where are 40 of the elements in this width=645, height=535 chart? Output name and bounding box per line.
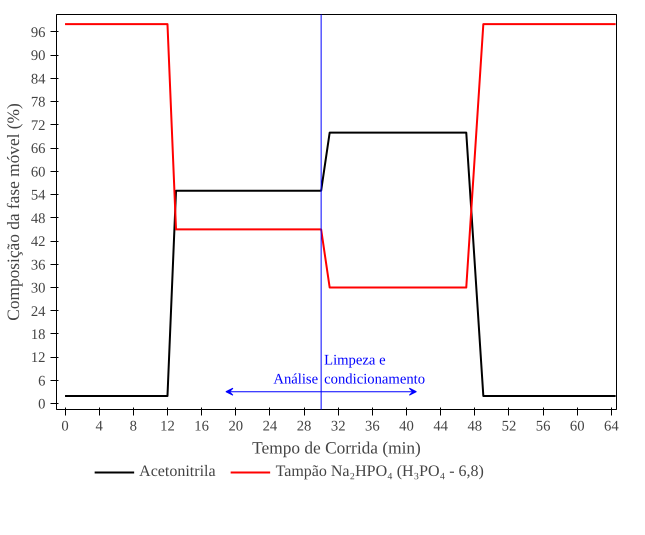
x-tick-label: 20 <box>228 418 244 434</box>
y-tick-label: 96 <box>30 24 46 41</box>
y-tick-label: 66 <box>30 141 46 158</box>
x-tick-label: 48 <box>467 418 482 434</box>
x-tick-label: 12 <box>160 418 175 434</box>
y-tick-label: 90 <box>30 48 46 64</box>
y-tick-label: 18 <box>30 326 46 343</box>
y-tick-label: 30 <box>30 280 46 297</box>
y-axis-title: Composição da fase móvel (%) <box>4 103 23 321</box>
x-tick-label: 4 <box>96 418 104 434</box>
x-tick-label: 28 <box>296 418 312 434</box>
y-tick-label: 54 <box>30 188 46 204</box>
x-tick-label: 0 <box>61 418 69 434</box>
x-tick-label: 44 <box>433 418 449 434</box>
x-tick-label: 52 <box>502 418 516 434</box>
x-tick-label: 64 <box>604 418 620 434</box>
y-tick-label: 12 <box>30 350 46 366</box>
y-tick-label: 48 <box>30 210 46 227</box>
x-axis-title: Tempo de Corrida (min) <box>252 438 422 458</box>
y-tick-label: 72 <box>30 118 46 134</box>
x-tick-label: 60 <box>570 418 585 434</box>
y-tick-label: 42 <box>30 234 46 250</box>
y-tick-label: 36 <box>30 257 46 274</box>
x-tick-label: 40 <box>399 418 414 434</box>
x-tick-label: 36 <box>365 418 380 434</box>
x-tick-label: 8 <box>130 418 137 434</box>
y-tick-label: 24 <box>30 304 46 320</box>
y-tick-label: 78 <box>30 94 46 111</box>
legend-label: Acetonitrila <box>139 463 216 481</box>
annotation: Análise <box>273 372 318 388</box>
x-tick-label: 24 <box>262 418 278 434</box>
x-tick-label: 32 <box>330 418 346 434</box>
y-tick-label: 0 <box>38 396 46 413</box>
y-tick-label: 6 <box>38 373 46 390</box>
legend-label: Tampão Na₂HPO₄ (H₃PO₄ - 6,8) <box>276 463 484 481</box>
y-tick-label: 84 <box>30 71 46 88</box>
y-tick-label: 60 <box>30 164 46 180</box>
x-tick-label: 56 <box>536 418 550 434</box>
annotation: Limpeza e condicionamento <box>324 352 426 388</box>
x-tick-label: 16 <box>194 418 209 434</box>
